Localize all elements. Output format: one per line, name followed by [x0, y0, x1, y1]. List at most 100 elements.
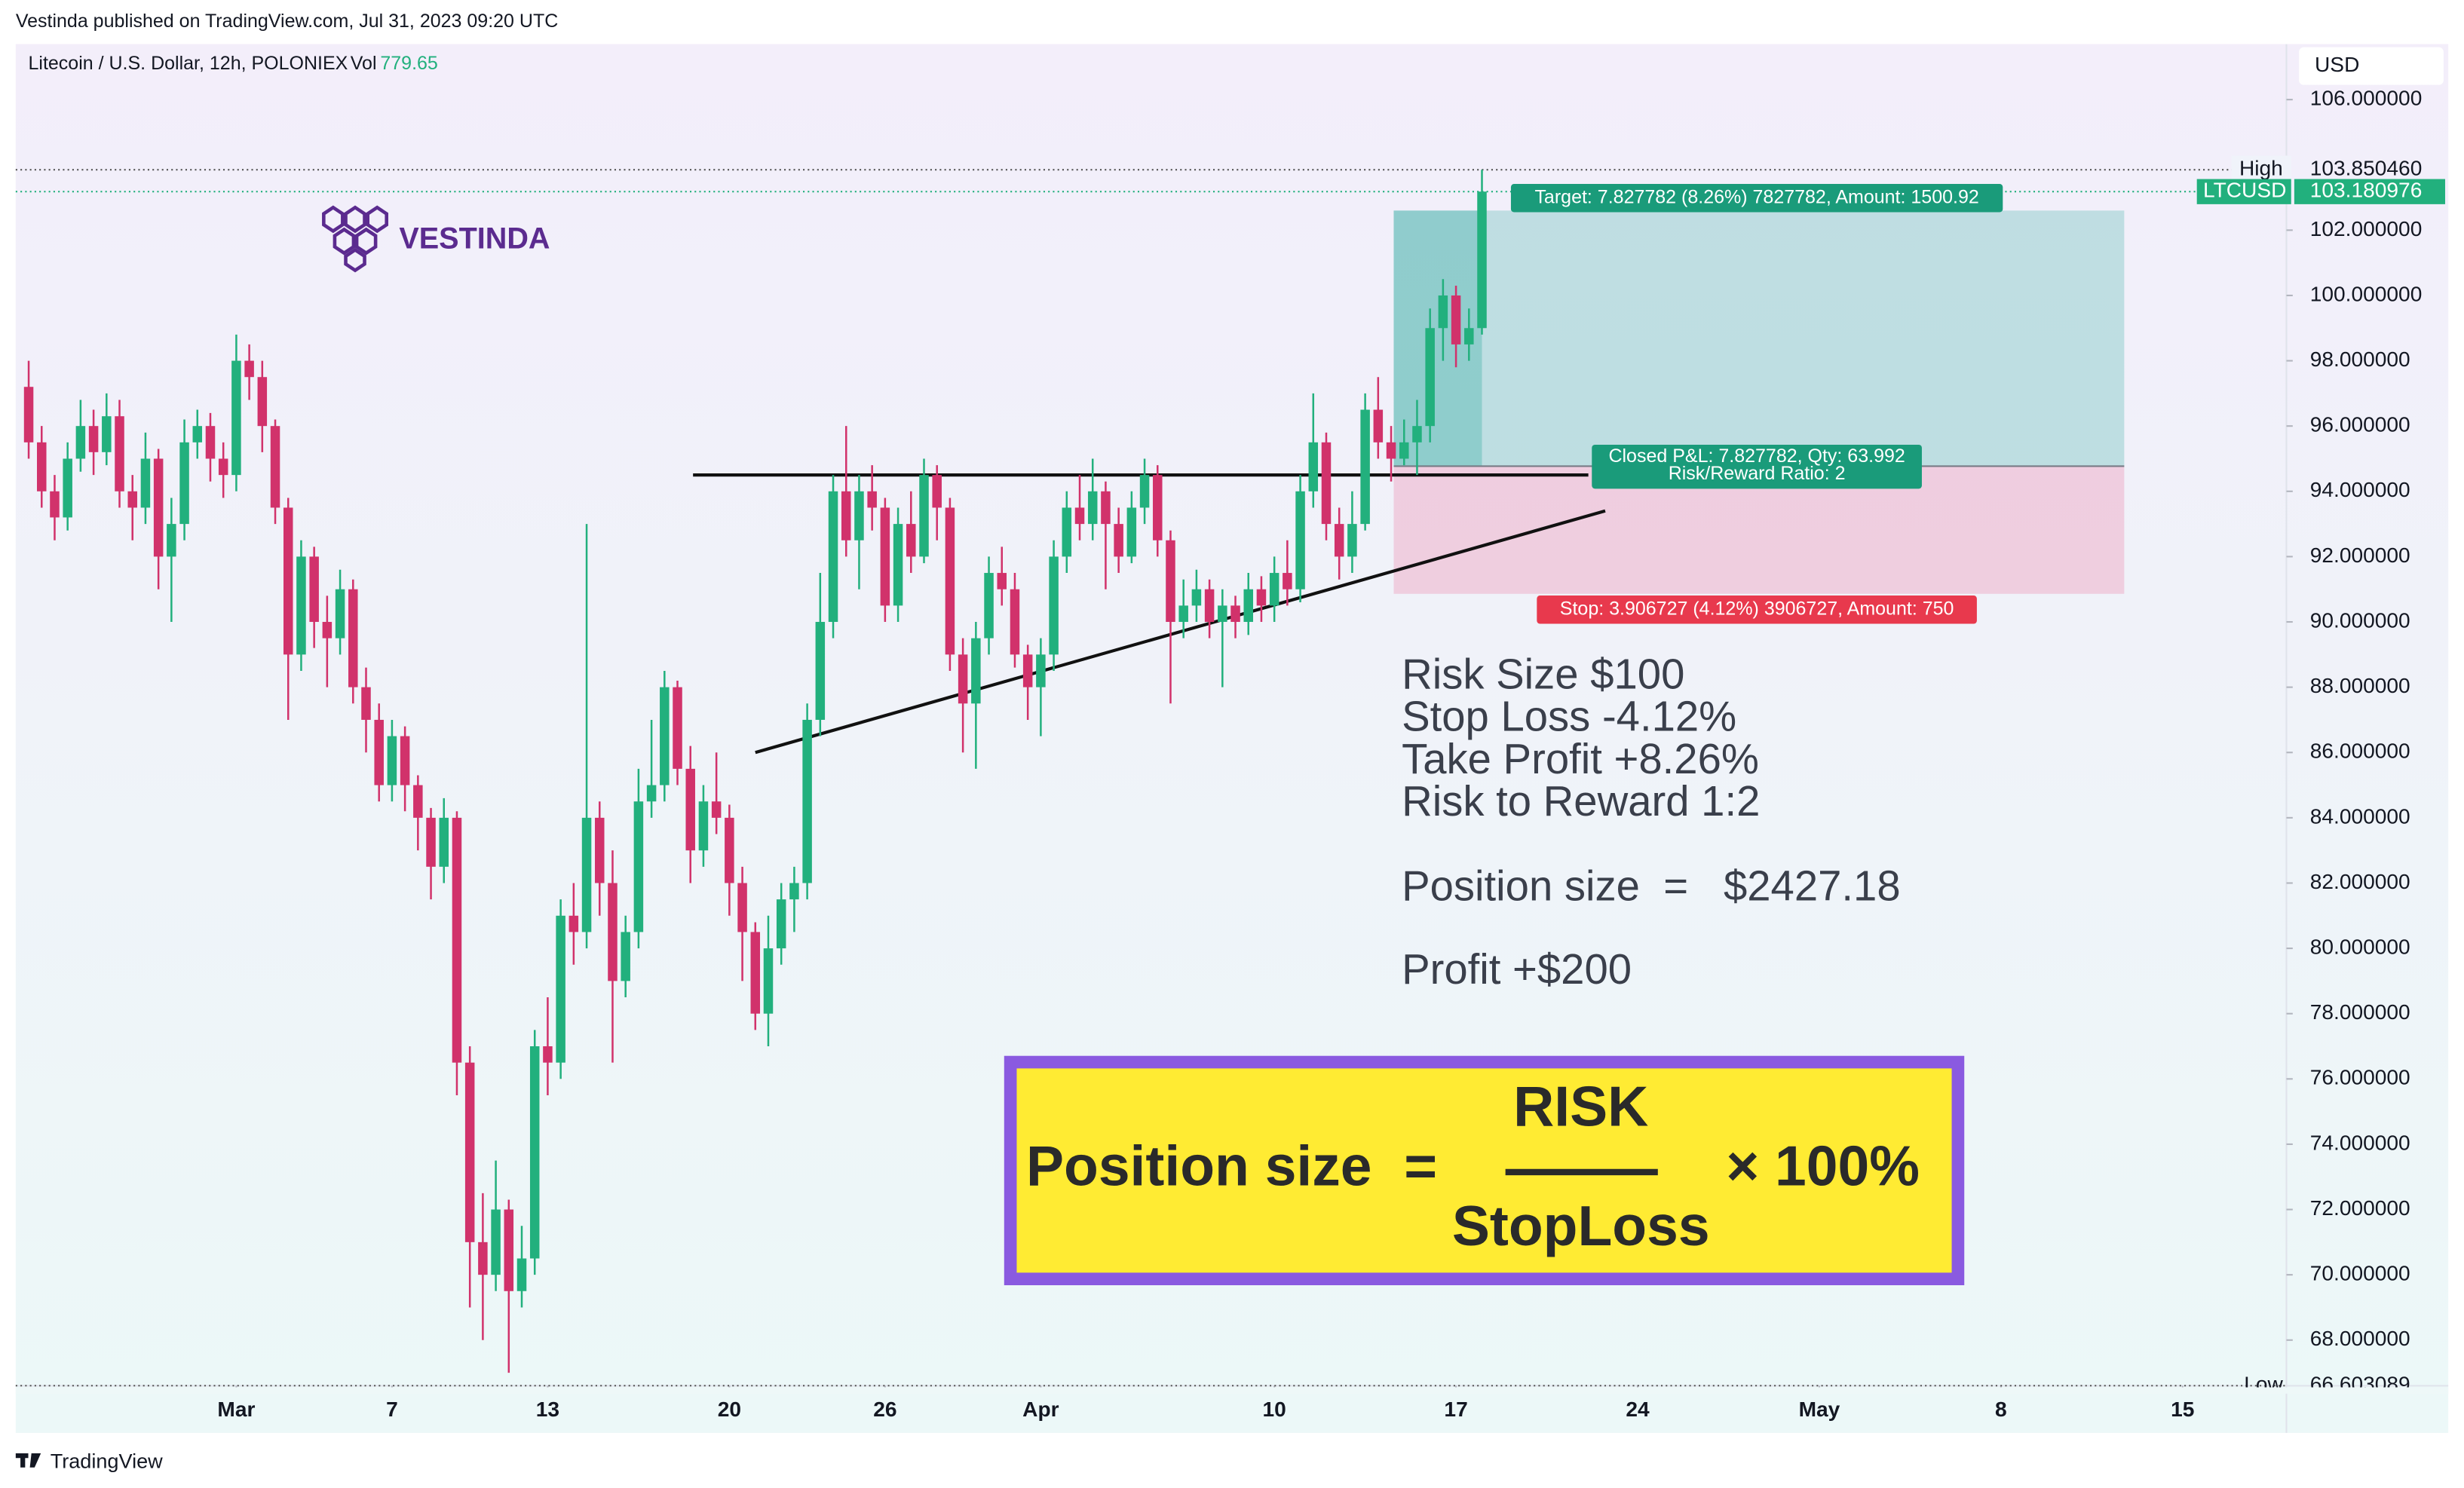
- candle-body: [1412, 426, 1422, 442]
- candle-body: [491, 1209, 501, 1275]
- candle-body: [361, 687, 371, 720]
- y-tick-label: 106.000000: [2310, 87, 2423, 110]
- candle-body: [504, 1209, 514, 1291]
- candle-body: [1087, 491, 1098, 525]
- x-tick-label: Apr: [1022, 1398, 1059, 1421]
- currency: USD: [2315, 53, 2359, 76]
- y-tick-label: 86.000000: [2310, 739, 2410, 763]
- x-tick-label: 24: [1626, 1398, 1650, 1421]
- annotation: Stop Loss -4.12%: [1402, 693, 1736, 740]
- logo-text: VESTINDA: [399, 222, 550, 255]
- candle-body: [1074, 507, 1085, 525]
- candle-body: [167, 524, 176, 557]
- candle-body: [1036, 654, 1046, 687]
- candle-body: [737, 883, 747, 932]
- candle-body: [1373, 409, 1384, 442]
- candle-body: [205, 426, 216, 459]
- y-tick-label: 98.000000: [2310, 348, 2410, 371]
- candle-body: [1114, 524, 1123, 557]
- y-tick-label: 100.000000: [2310, 282, 2423, 305]
- candle-body: [192, 426, 203, 442]
- candle-body: [257, 377, 268, 427]
- candle-body: [1451, 295, 1461, 344]
- candle-body: [244, 360, 254, 378]
- candle-body: [1386, 442, 1396, 459]
- y-tick-label: 96.000000: [2310, 413, 2410, 436]
- candle-body: [828, 491, 838, 623]
- candle-body: [37, 442, 47, 491]
- candle-body: [802, 719, 812, 883]
- annotation: Profit +$200: [1402, 945, 1632, 993]
- candle-body: [698, 801, 709, 851]
- candle-body: [1399, 442, 1409, 459]
- candle-body: [867, 491, 877, 508]
- candle-body: [1062, 507, 1072, 557]
- candle-body: [1321, 442, 1332, 525]
- candle-body: [958, 654, 968, 704]
- y-tick-label: 76.000000: [2310, 1066, 2410, 1089]
- target-label-box: [1510, 183, 2003, 213]
- footer-icon: [29, 1453, 41, 1468]
- candle-body: [478, 1242, 488, 1275]
- candle-body: [608, 883, 618, 981]
- pnl-label: Risk/Reward Ratio: 2: [1669, 463, 1846, 484]
- candle-body: [556, 915, 565, 1063]
- y-tick-label: 102.000000: [2310, 217, 2423, 240]
- candle-body: [1243, 589, 1253, 623]
- candle-body: [1295, 491, 1305, 589]
- candle-body: [400, 736, 410, 785]
- candle-body: [140, 458, 151, 508]
- candle-body: [854, 491, 864, 540]
- y-tick-label: 90.000000: [2310, 608, 2410, 632]
- candle-body: [880, 507, 890, 606]
- candle-body: [387, 736, 397, 785]
- candle-body: [841, 491, 851, 540]
- chart: 106.000000 102.000000 100.000000 98.000000 9…: [15, 44, 2449, 1433]
- candle-body: [270, 426, 280, 508]
- candle-body: [621, 932, 630, 981]
- candle-body: [426, 817, 436, 867]
- stop-label: Stop: 3.906727 (4.12%) 3906727, Amount: …: [1560, 598, 1954, 619]
- candle-body: [1010, 589, 1020, 655]
- candle-body: [50, 491, 60, 518]
- candle-body: [1256, 589, 1267, 606]
- candle-body: [452, 817, 462, 1063]
- candle-body: [283, 507, 293, 655]
- candle-body: [1126, 507, 1137, 557]
- candle-body: [673, 687, 682, 769]
- x-tick-label: May: [1799, 1398, 1840, 1421]
- candle-body: [763, 948, 774, 1014]
- candle-body: [685, 768, 695, 851]
- y-tick-label: 70.000000: [2310, 1262, 2410, 1285]
- currency-box[interactable]: [2299, 47, 2444, 85]
- last-price-tag: [2196, 179, 2291, 204]
- candle-body: [296, 556, 306, 655]
- candle-body: [322, 622, 333, 638]
- last-price-name: LTCUSD: [2203, 179, 2286, 202]
- candle-body: [776, 899, 786, 949]
- candle-body: [595, 817, 605, 883]
- candle-body: [543, 1046, 553, 1063]
- footer-icon: [20, 1453, 26, 1468]
- trend-line: [755, 509, 1606, 755]
- candle-body: [309, 556, 319, 623]
- candle-body: [1022, 654, 1033, 687]
- candle-body: [1360, 409, 1370, 525]
- volume-value: 779.65: [380, 53, 437, 74]
- candle-body: [1334, 524, 1344, 557]
- candle-body: [1283, 573, 1292, 589]
- candle-body: [179, 442, 189, 525]
- x-tick-label: 8: [1995, 1398, 2007, 1421]
- candle-body: [581, 817, 592, 932]
- annotation: Risk Size $100: [1402, 650, 1684, 697]
- candle-body: [1101, 491, 1111, 525]
- candle-body: [1438, 295, 1448, 329]
- x-tick-label: Mar: [217, 1398, 255, 1421]
- candle-body: [646, 785, 657, 802]
- x-tick-label: 17: [1444, 1398, 1467, 1421]
- x-tick-label: 13: [536, 1398, 559, 1421]
- high-value: 103.850460: [2310, 157, 2423, 180]
- candle-body: [1139, 475, 1150, 508]
- formula-denominator: StopLoss: [1452, 1194, 1710, 1257]
